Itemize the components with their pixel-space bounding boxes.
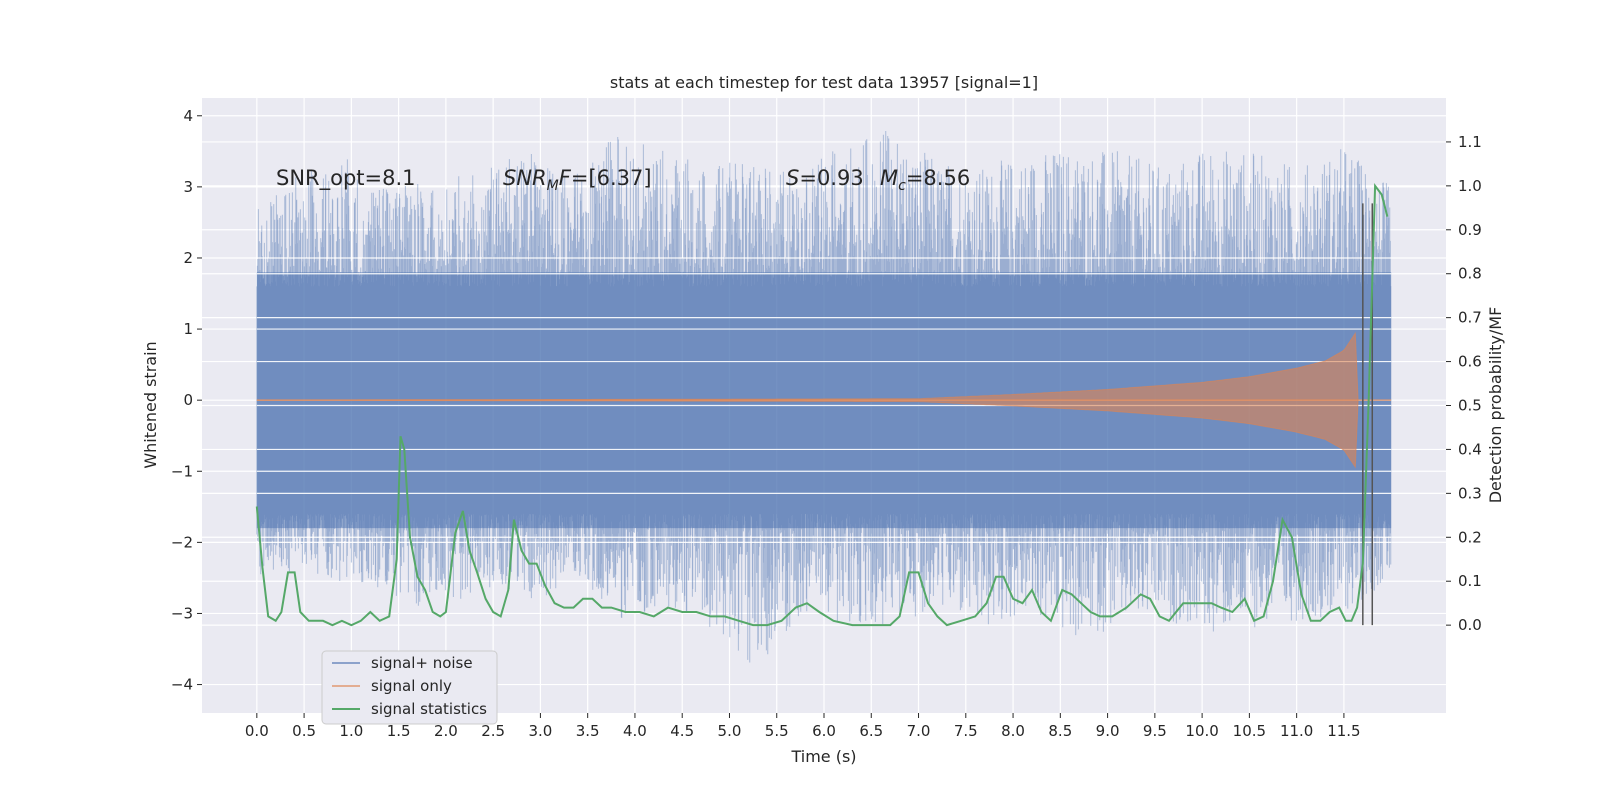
x-tick-label: 7.5 bbox=[954, 722, 978, 740]
y2-tick-label: 0.4 bbox=[1458, 440, 1482, 458]
y-tick-label: 1 bbox=[183, 320, 193, 338]
y2-tick-label: 0.9 bbox=[1458, 221, 1482, 239]
x-tick-label: 3.0 bbox=[528, 722, 552, 740]
x-tick-label: 7.0 bbox=[907, 722, 931, 740]
x-tick-label: 5.0 bbox=[718, 722, 742, 740]
x-tick-label: 6.5 bbox=[859, 722, 883, 740]
x-tick-label: 10.0 bbox=[1185, 722, 1218, 740]
y-tick-label: −1 bbox=[171, 462, 193, 480]
y2-axis-label: Detection probability/MF bbox=[1486, 307, 1505, 504]
y2-tick-label: 1.0 bbox=[1458, 177, 1482, 195]
x-tick-label: 0.5 bbox=[292, 722, 316, 740]
tick-labels: 0.0 0.5 1.0 1.5 2.0 2.5 3.0 3.5 4.0 4.5 5.0 5.5 6.0 6… bbox=[171, 107, 1482, 740]
y2-tick-label: 0.7 bbox=[1458, 309, 1482, 327]
stat-series bbox=[255, 183, 1389, 627]
x-tick-label: 2.5 bbox=[481, 722, 505, 740]
x-tick-label: 3.5 bbox=[576, 722, 600, 740]
x-axis-label: Time (s) bbox=[790, 747, 856, 766]
x-tick-label: 0.0 bbox=[245, 722, 269, 740]
annotation-snr-opt: SNR_opt=8.1 bbox=[276, 166, 416, 191]
annotation-snr-mf: SNRMF=[6.37] bbox=[503, 166, 652, 194]
y-tick-label: 2 bbox=[183, 249, 193, 267]
y2-tick-label: 0.6 bbox=[1458, 353, 1482, 371]
signal-series bbox=[256, 331, 1392, 469]
x-tick-label: 4.0 bbox=[623, 722, 647, 740]
x-tick-label: 9.0 bbox=[1096, 722, 1120, 740]
legend-label-signal: signal only bbox=[371, 677, 452, 695]
legend: signal+ noise signal only signal statist… bbox=[321, 650, 498, 725]
y-tick-label: 3 bbox=[183, 178, 193, 196]
y-axis-label: Whitened strain bbox=[141, 341, 160, 468]
chart-title: stats at each timestep for test data 139… bbox=[610, 73, 1038, 92]
y2-tick-label: 0.3 bbox=[1458, 484, 1482, 502]
y2-tick-label: 0.1 bbox=[1458, 572, 1482, 590]
x-tick-label: 5.5 bbox=[765, 722, 789, 740]
legend-box bbox=[321, 650, 498, 725]
y2-tick-label: 0.2 bbox=[1458, 528, 1482, 546]
x-tick-label: 11.5 bbox=[1327, 722, 1360, 740]
x-tick-label: 10.5 bbox=[1233, 722, 1266, 740]
x-tick-label: 8.5 bbox=[1048, 722, 1072, 740]
y-tick-label: 0 bbox=[183, 391, 193, 409]
x-tick-label: 4.5 bbox=[670, 722, 694, 740]
x-tick-label: 8.0 bbox=[1001, 722, 1025, 740]
y2-tick-label: 1.1 bbox=[1458, 133, 1482, 151]
x-tick-label: 2.0 bbox=[434, 722, 458, 740]
y-tick-label: −4 bbox=[171, 676, 193, 694]
x-tick-label: 1.0 bbox=[339, 722, 363, 740]
y-tick-label: −3 bbox=[171, 604, 193, 622]
y-tick-label: −2 bbox=[171, 533, 193, 551]
y2-tick-label: 0.0 bbox=[1458, 616, 1482, 634]
legend-label-noise: signal+ noise bbox=[371, 654, 473, 672]
x-tick-label: 6.0 bbox=[812, 722, 836, 740]
y2-tick-label: 0.8 bbox=[1458, 265, 1482, 283]
stat-line bbox=[255, 183, 1389, 627]
x-tick-label: 11.0 bbox=[1280, 722, 1313, 740]
annotation-mc: Mc=8.56 bbox=[880, 166, 970, 194]
y2-tick-label: 0.5 bbox=[1458, 397, 1482, 415]
x-tick-label: 9.5 bbox=[1143, 722, 1167, 740]
annotation-s: S=0.93 bbox=[786, 166, 864, 190]
y-tick-label: 4 bbox=[183, 107, 193, 125]
x-tick-label: 1.5 bbox=[387, 722, 411, 740]
legend-label-stat: signal statistics bbox=[371, 700, 487, 718]
